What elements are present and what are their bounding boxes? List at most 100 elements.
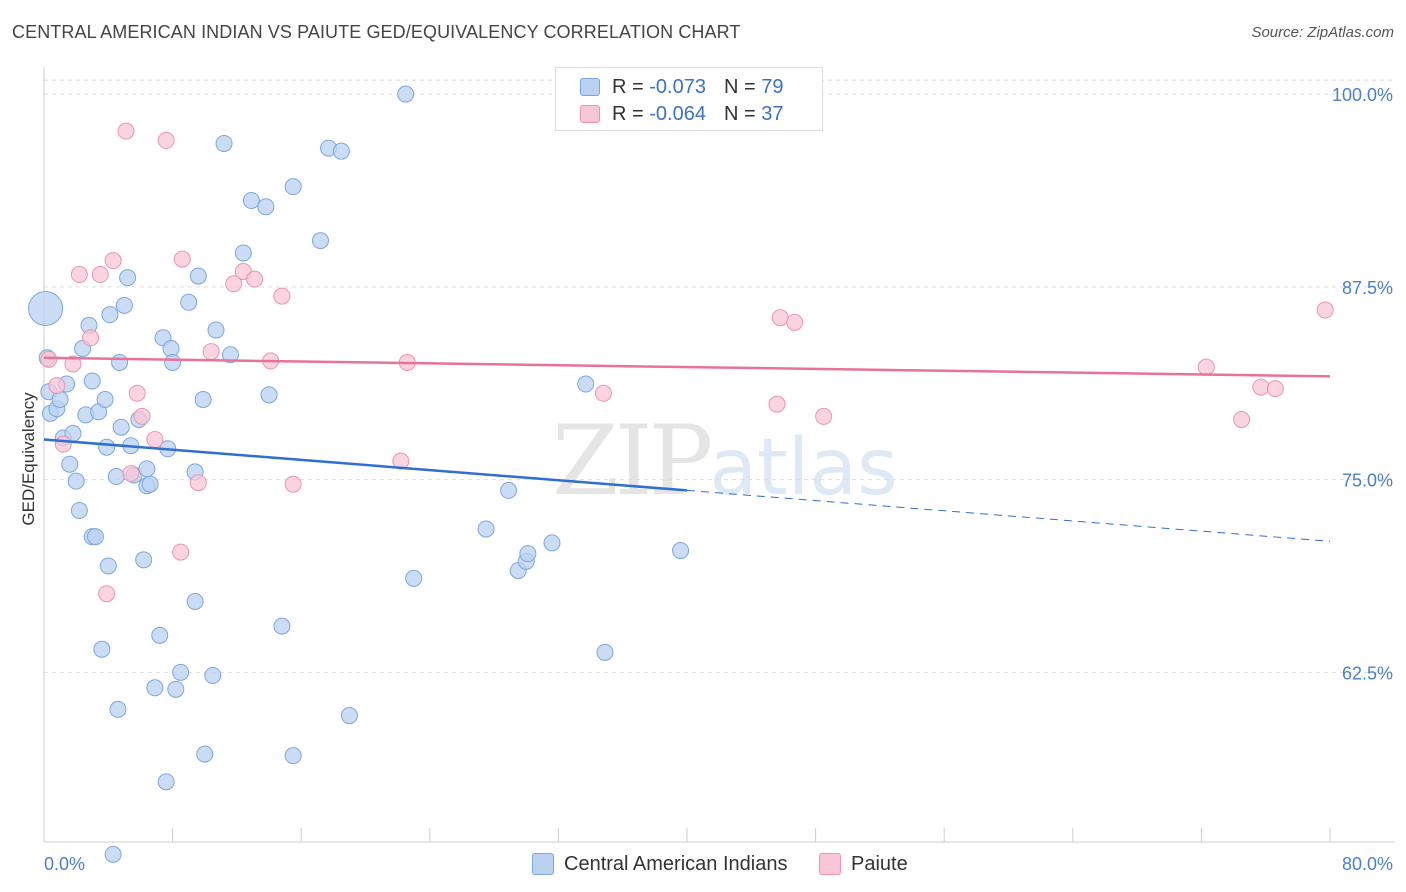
point-central-american-indians [477, 520, 495, 538]
legend-swatch-pink [580, 105, 600, 123]
point-paiute [98, 585, 116, 603]
y-tick-label: 62.5% [1342, 663, 1393, 683]
point-central-american-indians [273, 617, 291, 635]
point-central-american-indians [107, 468, 125, 486]
bottom-legend-label: Central American Indians [564, 852, 788, 875]
legend-r-value: -0.064 [649, 102, 706, 125]
point-paiute [1266, 380, 1284, 398]
point-central-american-indians [86, 528, 104, 546]
x-tick-label: 0.0% [44, 854, 85, 874]
point-paiute [128, 384, 146, 402]
point-central-american-indians [164, 353, 182, 371]
legend-r-label: R = [612, 75, 644, 98]
point-central-american-indians [405, 569, 423, 587]
point-paiute [157, 131, 175, 149]
point-paiute [202, 343, 220, 361]
point-paiute [82, 329, 100, 347]
point-central-american-indians [204, 666, 222, 684]
point-paiute [54, 435, 72, 453]
point-central-american-indians [51, 390, 69, 408]
point-central-american-indians [111, 353, 129, 371]
trendline-central-american-indians [43, 438, 688, 492]
point-paiute [70, 266, 88, 284]
x-tick-label: 80.0% [1342, 854, 1393, 874]
source-label: Source: ZipAtlas.com [1251, 24, 1394, 41]
point-central-american-indians [99, 557, 117, 575]
point-central-american-indians [257, 198, 275, 216]
point-central-american-indians [104, 845, 122, 863]
point-central-american-indians [98, 438, 116, 456]
point-paiute [815, 407, 833, 425]
point-central-american-indians [260, 386, 278, 404]
point-paiute [133, 407, 151, 425]
point-paiute [91, 266, 109, 284]
point-central-american-indians [221, 346, 239, 364]
point-central-american-indians [672, 542, 690, 560]
point-central-american-indians [215, 134, 233, 152]
y-axis-title: GED/Equivalency [19, 392, 38, 526]
point-paiute [273, 287, 291, 305]
point-central-american-indians [500, 481, 518, 499]
point-paiute [104, 252, 122, 270]
point-central-american-indians [186, 592, 204, 610]
point-paiute [1316, 301, 1334, 319]
point-central-american-indians [340, 707, 358, 725]
point-central-american-indians [61, 455, 79, 473]
point-central-american-indians [70, 501, 88, 519]
legend-r-label: R = [612, 102, 644, 125]
point-paiute [117, 122, 135, 140]
point-central-american-indians [138, 460, 156, 478]
legend-n-label: N = [723, 102, 756, 125]
point-central-american-indians [101, 306, 119, 324]
point-central-american-indians [151, 626, 169, 644]
point-paiute [122, 464, 140, 482]
legend-r-value: -0.073 [649, 75, 706, 98]
point-central-american-indians [207, 321, 225, 339]
point-central-american-indians [141, 475, 159, 493]
point-paiute [189, 474, 207, 492]
point-central-american-indians [119, 269, 137, 287]
point-central-american-indians [157, 773, 175, 791]
watermark: ZIPatlas [552, 405, 898, 517]
trendline-paiute [43, 356, 1331, 378]
bottom-legend-swatch-blue [532, 853, 554, 875]
point-central-american-indians [577, 375, 595, 393]
point-central-american-indians [67, 472, 85, 490]
legend-row-central-american-indians: R = -0.073 N = 79 [580, 74, 783, 100]
point-paiute [146, 431, 164, 449]
point-central-american-indians [284, 747, 302, 765]
point-paiute [48, 377, 66, 395]
legend-row-paiute: R = -0.064 N = 37 [580, 101, 783, 127]
point-paiute [768, 395, 786, 413]
watermark-zip: ZIP [552, 405, 713, 517]
point-central-american-indians [332, 142, 350, 160]
point-paiute [64, 355, 82, 373]
legend-n-value: 79 [761, 75, 784, 98]
chart-title: CENTRAL AMERICAN INDIAN VS PAIUTE GED/EQ… [12, 22, 741, 42]
point-paiute [1197, 358, 1215, 376]
point-central-american-indians [596, 643, 614, 661]
legend-swatch-blue [580, 78, 600, 96]
legend-n-label: N = [723, 75, 756, 98]
point-central-american-indians [189, 267, 207, 285]
bottom-legend-swatch-pink [819, 853, 841, 875]
point-paiute [246, 270, 264, 288]
point-central-american-indians [115, 296, 133, 314]
point-paiute [173, 250, 191, 268]
point-central-american-indians [397, 85, 415, 103]
point-central-american-indians [543, 534, 561, 552]
point-paiute [786, 313, 804, 331]
stats-legend: R = -0.073 N = 79 R = -0.064 N = 37 [555, 67, 823, 131]
point-paiute [284, 475, 302, 493]
point-paiute [771, 309, 789, 327]
point-central-american-indians [311, 232, 329, 250]
point-central-american-indians [242, 192, 260, 210]
point-central-american-indians [146, 679, 164, 697]
bottom-legend-paiute: Paiute [819, 850, 908, 878]
point-central-american-indians [96, 390, 114, 408]
y-tick-label: 100.0% [1332, 85, 1393, 105]
point-paiute [225, 275, 243, 293]
point-central-american-indians [196, 745, 214, 763]
point-central-american-indians [180, 293, 198, 311]
